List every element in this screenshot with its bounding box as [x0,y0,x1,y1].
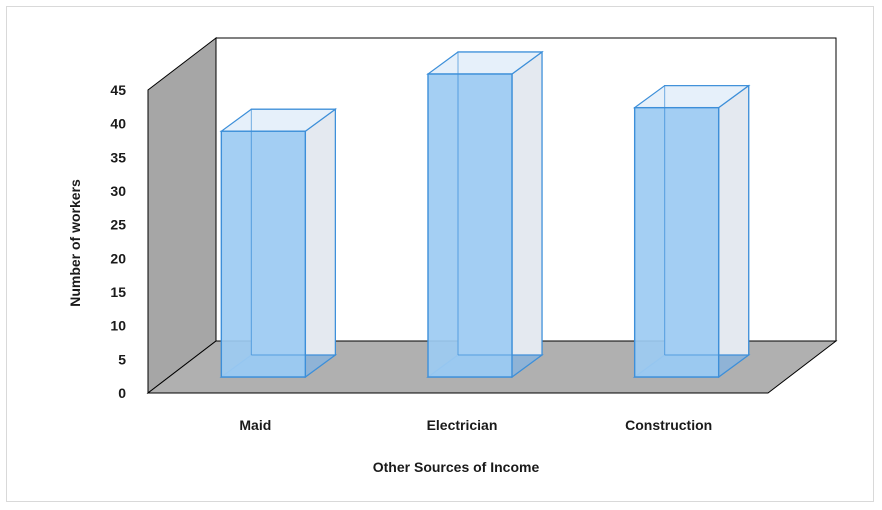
y-tick-label: 15 [110,284,126,300]
bar-construction [632,84,751,379]
x-axis-title: Other Sources of Income [373,459,540,475]
y-tick-label: 40 [110,116,126,132]
bar-side-face [304,108,336,379]
bar-maid [219,108,338,379]
bar-electrician [426,50,544,379]
bar-side-face [718,84,750,379]
x-category-label: Maid [239,417,271,433]
y-tick-label: 30 [110,183,126,199]
x-category-label: Electrician [427,417,498,433]
side-wall [147,36,217,395]
bar-front-face [220,130,307,378]
y-tick-label: 20 [110,250,126,266]
y-tick-label: 0 [118,385,126,401]
bar-front-face [633,106,720,378]
x-axis-categories: Maid Electrician Construction [239,417,712,433]
y-axis-title: Number of workers [67,179,83,307]
bar-side-face [511,50,543,379]
chart-frame [6,6,874,502]
y-axis-ticks: 0 5 10 15 20 25 30 35 40 45 [110,82,126,401]
y-tick-label: 5 [118,351,126,367]
bar-front-face [427,73,513,378]
y-tick-label: 35 [110,149,126,165]
bars [219,50,751,379]
y-tick-label: 25 [110,217,126,233]
y-tick-label: 10 [110,318,126,334]
x-category-label: Construction [625,417,712,433]
y-tick-label: 45 [110,82,126,98]
